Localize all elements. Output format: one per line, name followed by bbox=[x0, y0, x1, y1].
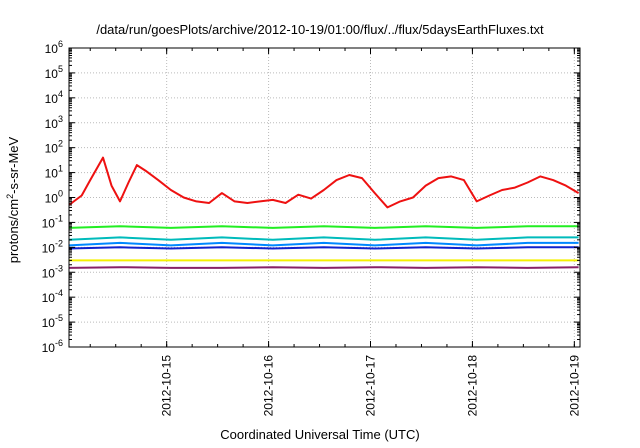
y-tick-label: 102 bbox=[45, 139, 63, 156]
y-tick-label: 103 bbox=[45, 114, 63, 131]
y-tick-label: 104 bbox=[45, 89, 63, 106]
y-tick-label: 10-4 bbox=[42, 288, 63, 305]
y-tick-label: 101 bbox=[45, 164, 63, 181]
y-tick-label: 100 bbox=[45, 189, 63, 206]
x-tick-label: 2012-10-15 bbox=[160, 355, 174, 417]
series-line-green bbox=[68, 225, 579, 229]
y-tick-label: 105 bbox=[45, 64, 63, 81]
y-tick-label: 10-6 bbox=[42, 338, 63, 355]
chart-title: /data/run/goesPlots/archive/2012-10-19/0… bbox=[96, 22, 544, 37]
x-tick-label: 2012-10-16 bbox=[262, 355, 276, 417]
series-line-cyan bbox=[68, 236, 579, 241]
tick-labels: 10-6 10-5 10-4 10-3 10-2 10-1 100 101 102 103 104 1… bbox=[42, 39, 582, 416]
series-line-purple bbox=[68, 266, 579, 269]
grid bbox=[69, 48, 580, 347]
y-tick-label: 10-5 bbox=[42, 313, 63, 330]
y-tick-label: 10-2 bbox=[42, 238, 63, 255]
y-tick-label: 10-1 bbox=[42, 213, 63, 230]
x-tick-label: 2012-10-17 bbox=[364, 355, 378, 417]
y-tick-label: 106 bbox=[45, 39, 63, 56]
series-group bbox=[68, 156, 580, 269]
axis-ticks bbox=[69, 47, 580, 348]
y-tick-label: 10-3 bbox=[42, 263, 63, 280]
series-line-blue bbox=[68, 246, 579, 250]
x-tick-label: 2012-10-18 bbox=[465, 355, 479, 417]
series-line-red bbox=[68, 156, 580, 209]
series-line-azure bbox=[68, 241, 579, 247]
x-axis-label: Coordinated Universal Time (UTC) bbox=[220, 427, 420, 442]
x-tick-label: 2012-10-19 bbox=[567, 355, 581, 417]
